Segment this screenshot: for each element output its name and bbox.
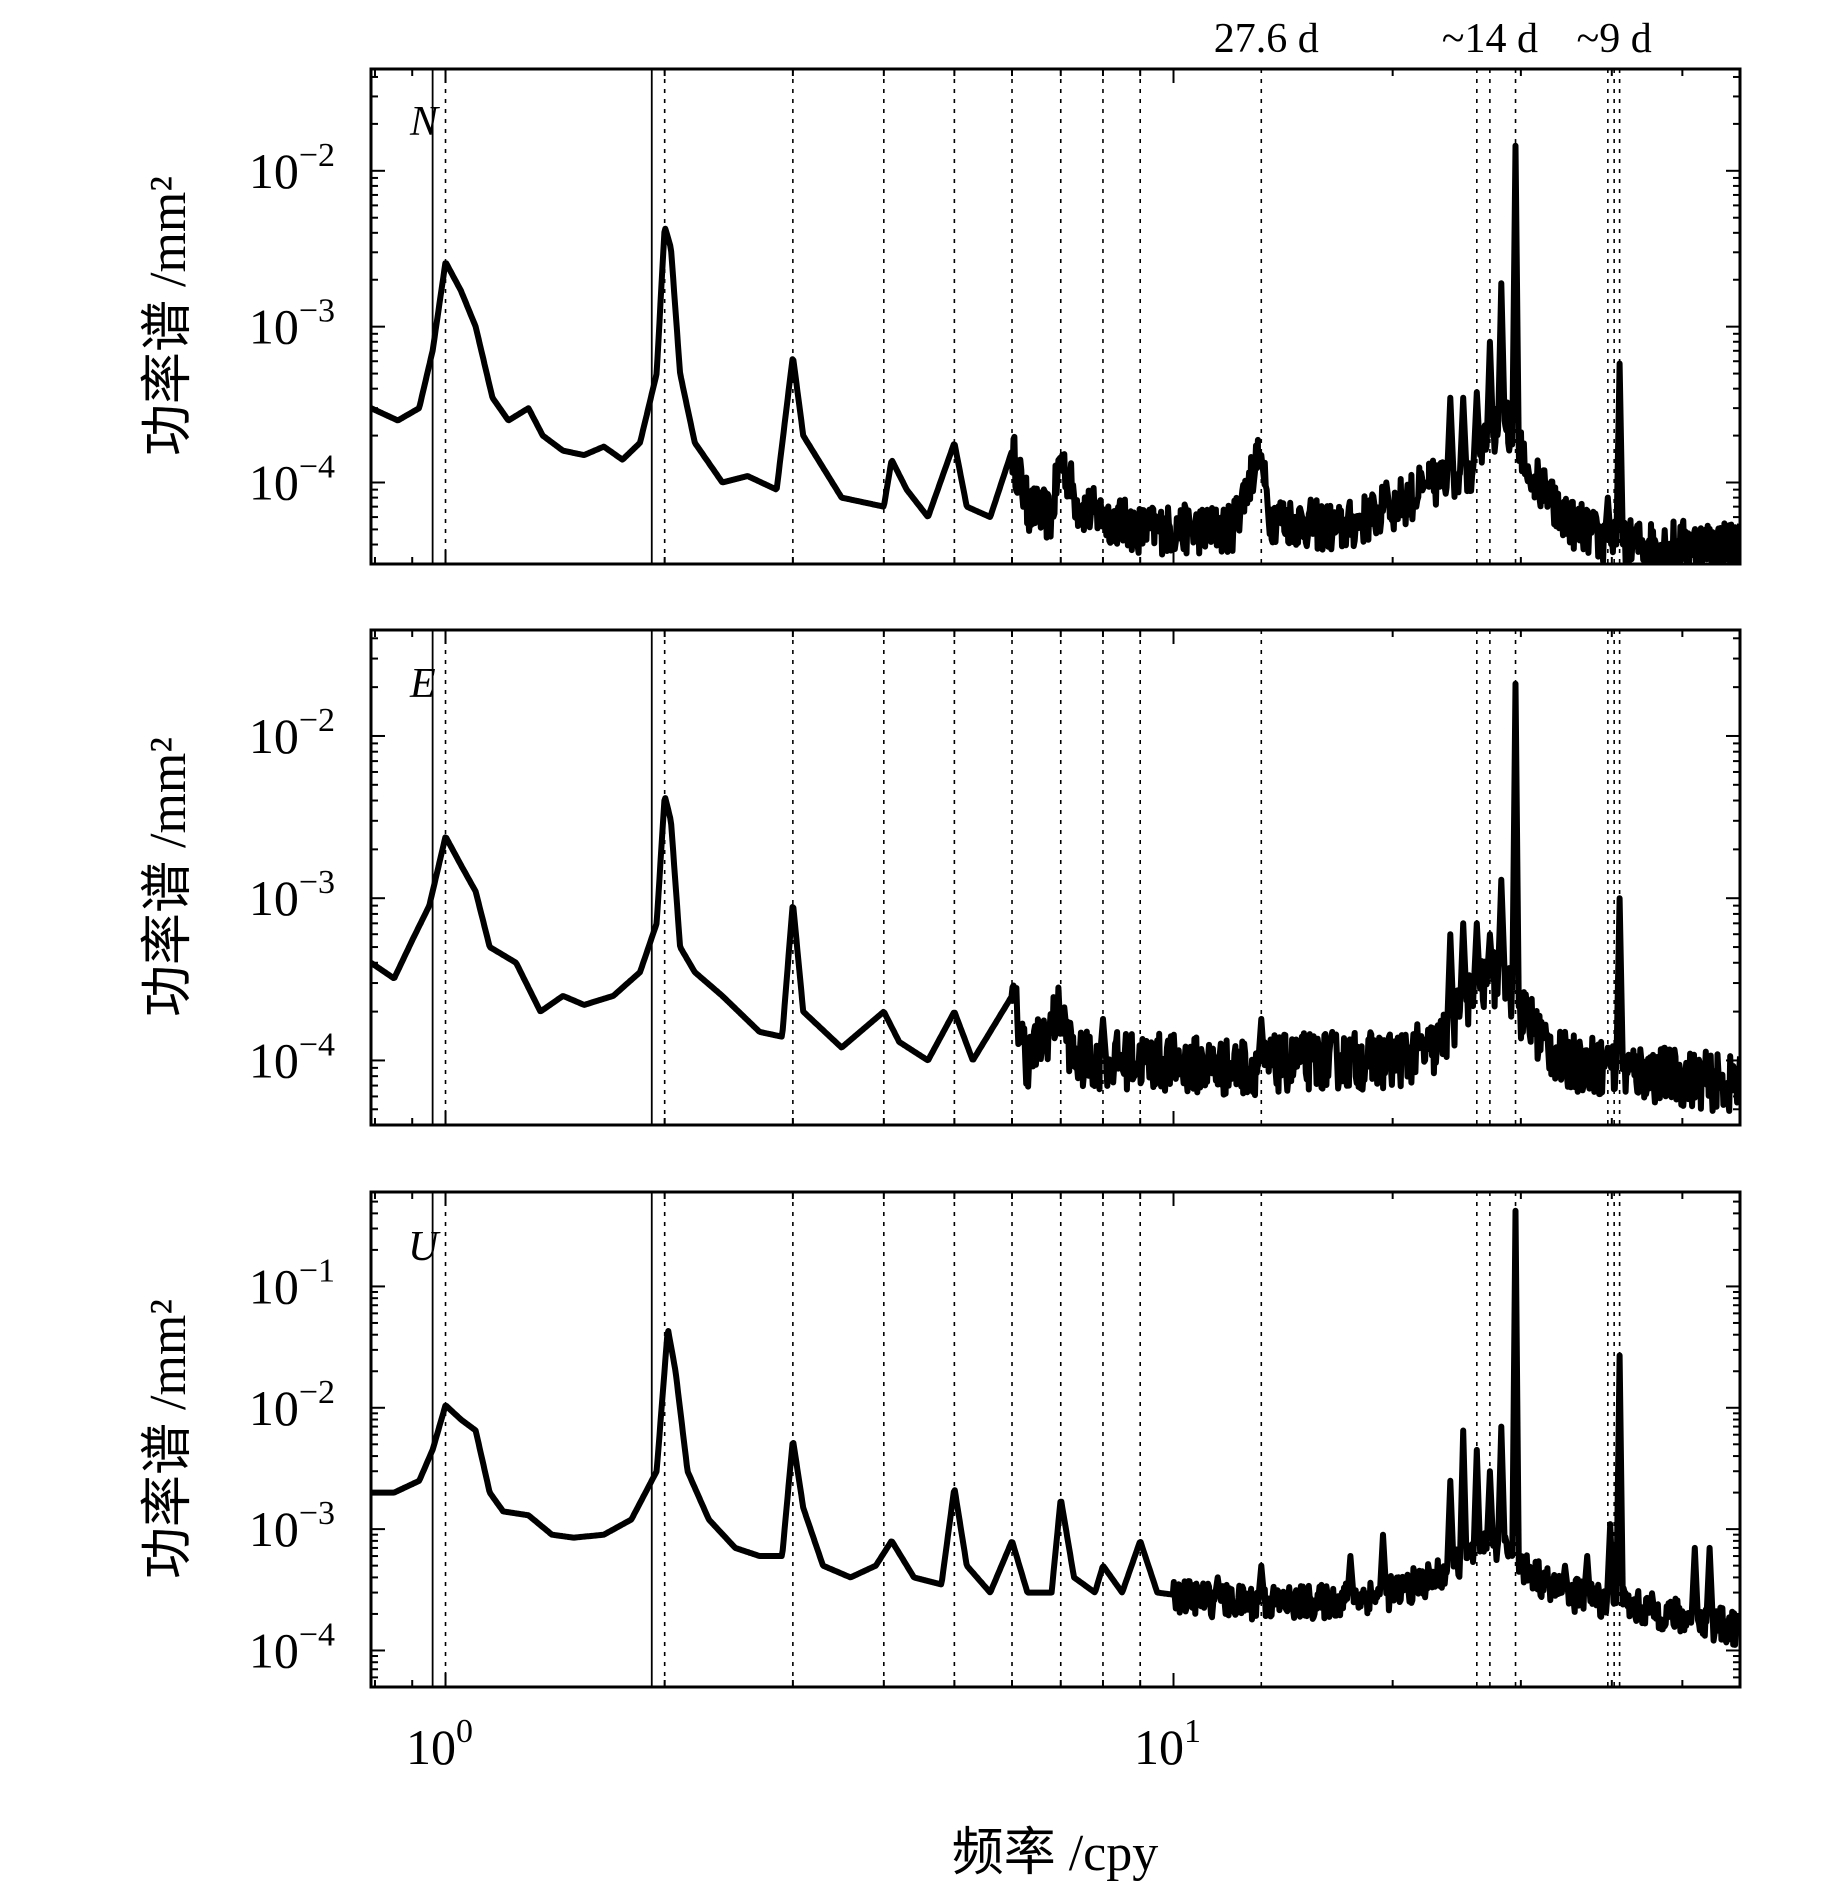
period-label-27-6d: 27.6 d xyxy=(1214,16,1319,62)
panel-label-up: U xyxy=(408,1224,441,1270)
y-tick-label: 10−3 xyxy=(249,864,335,926)
x-ticks-up xyxy=(373,1192,1741,1687)
y-tick-label: 10−2 xyxy=(249,1374,335,1436)
y-tick-label: 10−4 xyxy=(249,1026,335,1088)
y-tick-label: 10−3 xyxy=(249,293,335,355)
y-tick-label: 10−1 xyxy=(249,1252,335,1314)
x-tick-labels: 100 101 xyxy=(406,1713,1201,1775)
plot-frame-north xyxy=(369,67,1742,566)
x-tick-label: 100 xyxy=(406,1713,473,1775)
panel-east: 10−4 10−3 10−2 E 功率谱 /mm² xyxy=(140,628,1742,1127)
y-axis-label-east: 功率谱 /mm² xyxy=(140,737,197,1017)
x-axis-label: 频率 /cpy xyxy=(952,1825,1159,1882)
panel-north: 10−4 10−3 10−2 N 功率谱 /mm² xyxy=(140,67,1742,566)
y-axis-label-north: 功率谱 /mm² xyxy=(140,176,197,456)
y-tick-label: 10−2 xyxy=(249,702,335,764)
panel-label-east: E xyxy=(409,661,436,707)
x-ticks-east xyxy=(373,630,1741,1125)
series-line-up xyxy=(371,1207,1740,1648)
y-ticks-north: 10−4 10−3 10−2 xyxy=(249,75,1740,565)
y-tick-label: 10−2 xyxy=(249,137,335,199)
y-tick-label: 10−4 xyxy=(249,449,335,511)
reference-lines-up xyxy=(431,1192,1621,1687)
period-annotations: 27.6 d ~14 d ~9 d xyxy=(1214,16,1652,62)
series-line-east xyxy=(371,680,1740,1114)
panel-label-north: N xyxy=(409,99,440,145)
panel-up: 10−4 10−3 10−2 10−1 100 101 U 功率谱 /mm² xyxy=(140,1190,1742,1775)
y-axis-label-up: 功率谱 /mm² xyxy=(140,1299,197,1579)
y-ticks-up: 10−4 10−3 10−2 10−1 xyxy=(249,1200,1740,1688)
x-ticks-north xyxy=(373,69,1741,564)
y-tick-label: 10−4 xyxy=(249,1616,335,1678)
period-label-9d: ~9 d xyxy=(1577,16,1652,62)
plot-frame-east xyxy=(369,628,1742,1127)
y-tick-label: 10−3 xyxy=(249,1495,335,1557)
y-ticks-east: 10−4 10−3 10−2 xyxy=(249,637,1740,1126)
period-label-14d: ~14 d xyxy=(1442,16,1538,62)
series-line-north xyxy=(371,142,1740,564)
plot-frame-up xyxy=(369,1190,1742,1689)
x-tick-label: 101 xyxy=(1134,1713,1201,1775)
